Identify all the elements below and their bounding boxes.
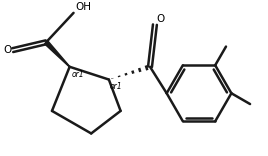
Text: or1: or1 (72, 70, 84, 79)
Text: or1: or1 (110, 83, 122, 91)
Polygon shape (44, 41, 70, 67)
Text: O: O (3, 45, 12, 55)
Text: OH: OH (76, 2, 91, 12)
Text: O: O (156, 14, 164, 24)
